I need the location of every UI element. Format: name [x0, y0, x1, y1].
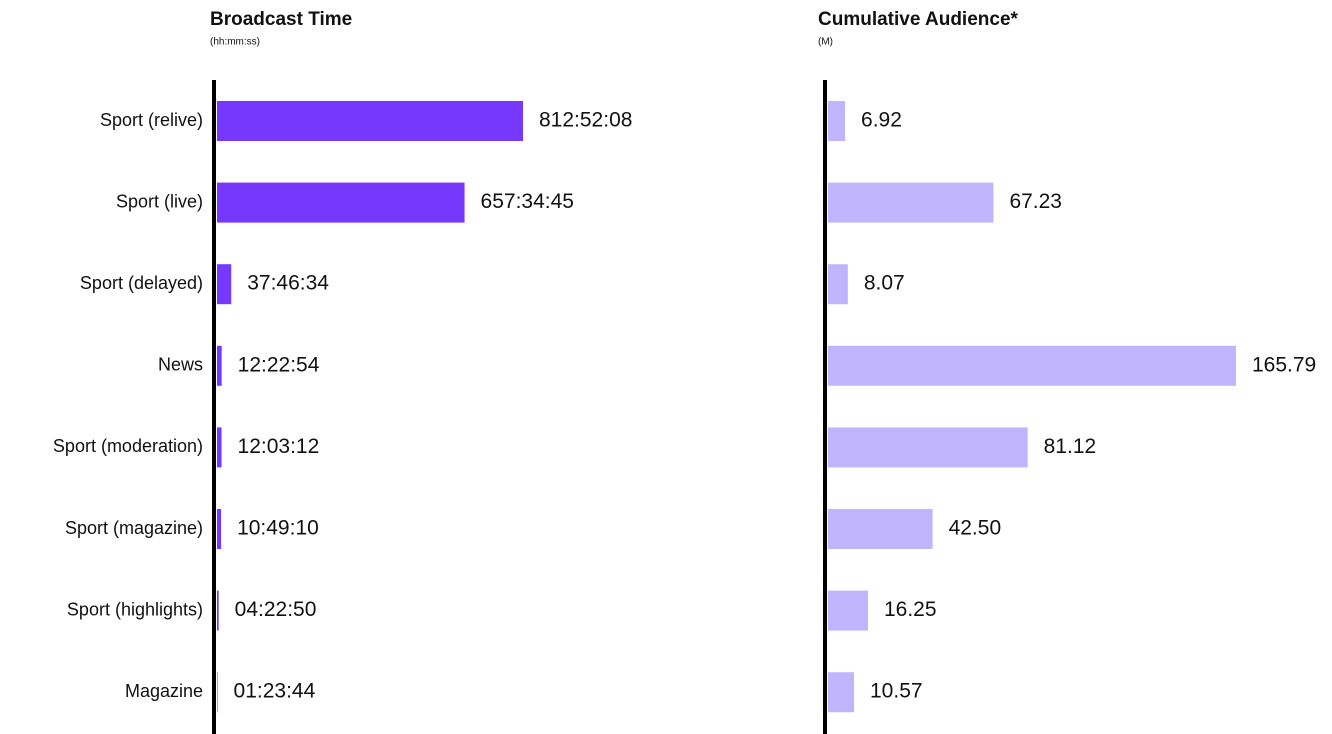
category-label: Sport (delayed)	[80, 273, 203, 293]
value-label: 04:22:50	[235, 598, 317, 621]
value-label: 12:22:54	[238, 353, 320, 376]
bar	[828, 427, 1028, 468]
chart-subtitle: (hh:mm:ss)	[210, 37, 260, 48]
value-label: 657:34:45	[481, 190, 574, 213]
value-label: 16.25	[884, 598, 937, 621]
value-label: 42.50	[949, 517, 1002, 540]
category-label: Sport (live)	[116, 191, 203, 211]
chart-subtitle: (M)	[818, 37, 833, 48]
value-label: 10.57	[870, 680, 923, 703]
bar	[217, 672, 218, 713]
value-label: 812:52:08	[539, 109, 632, 132]
category-label: News	[158, 355, 203, 375]
bar	[217, 101, 523, 141]
bar	[217, 590, 219, 631]
chart-title: Broadcast Time	[210, 9, 352, 30]
bar	[217, 182, 465, 223]
bar	[217, 427, 222, 468]
chart-title: Cumulative Audience*	[818, 9, 1019, 30]
value-label: 8.07	[864, 272, 905, 295]
category-label: Sport (moderation)	[53, 436, 203, 456]
bar	[828, 182, 994, 223]
bar	[828, 101, 846, 141]
bar	[828, 264, 848, 305]
value-label: 37:46:34	[247, 272, 329, 295]
category-label: Sport (magazine)	[65, 518, 203, 538]
value-label: 01:23:44	[234, 680, 316, 703]
category-label: Sport (highlights)	[67, 599, 203, 619]
value-label: 12:03:12	[238, 435, 320, 458]
bar	[217, 345, 222, 386]
bar	[828, 590, 868, 631]
category-label: Magazine	[125, 681, 203, 701]
value-label: 81.12	[1044, 435, 1097, 458]
value-label: 10:49:10	[237, 517, 319, 540]
category-label: Sport (relive)	[100, 110, 203, 130]
bar	[828, 672, 855, 713]
value-label: 67.23	[1009, 190, 1062, 213]
bar	[217, 509, 222, 549]
bar	[828, 345, 1236, 386]
bar	[217, 264, 232, 305]
value-label: 165.79	[1252, 353, 1316, 376]
value-label: 6.92	[861, 109, 902, 132]
bar	[828, 509, 933, 549]
